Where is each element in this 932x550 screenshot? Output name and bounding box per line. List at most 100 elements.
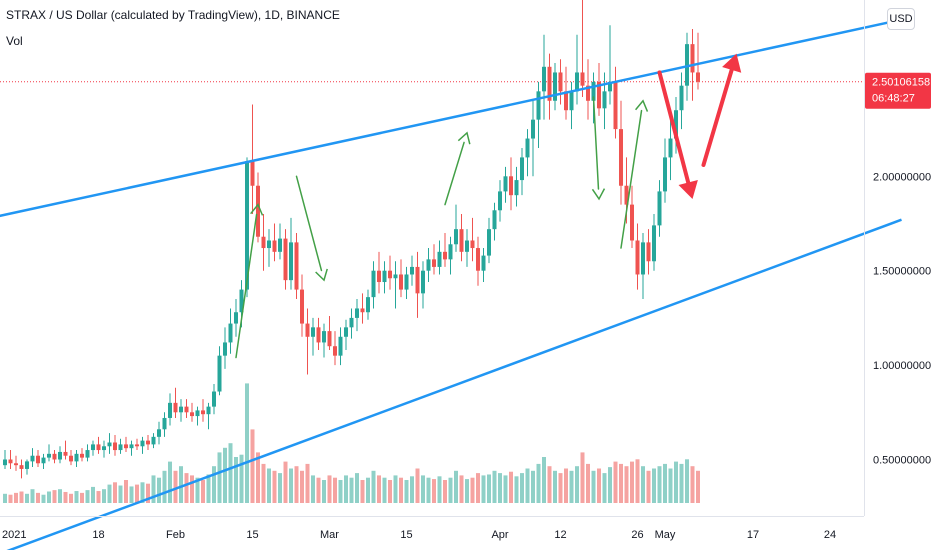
candle-body: [674, 110, 678, 139]
volume-bar: [19, 491, 24, 503]
symbol-title: STRAX / US Dollar (calculated by Trading…: [6, 8, 340, 22]
volume-bar: [382, 477, 387, 503]
volume-bar: [289, 468, 293, 503]
volume-bar: [641, 466, 645, 503]
candle-body: [569, 91, 574, 111]
volume-bar: [503, 475, 508, 503]
volume-bar: [415, 468, 420, 503]
volume-bar: [96, 491, 101, 503]
volume-bar: [657, 466, 662, 503]
x-tick-label: 15: [400, 529, 412, 541]
volume-bar: [399, 477, 403, 503]
candle-body: [289, 242, 293, 281]
candle-body: [657, 191, 662, 226]
candle-body: [294, 242, 299, 290]
candle-body: [190, 412, 194, 417]
x-tick-label: 26: [631, 529, 643, 541]
volume-bar: [217, 452, 222, 503]
candle-body: [278, 238, 282, 252]
candle-body: [250, 161, 255, 186]
volume-bar: [371, 470, 376, 503]
candle-body: [415, 266, 420, 294]
candle-body: [80, 453, 84, 458]
volume-bar: [234, 457, 238, 503]
volume-bar: [316, 477, 321, 503]
x-tick-label: May: [655, 529, 676, 541]
volume-bar: [410, 476, 414, 503]
candle-body: [690, 44, 695, 73]
candle-body: [476, 248, 480, 271]
candle-body: [679, 85, 684, 111]
candle-body: [228, 323, 233, 343]
volume-bar: [547, 466, 552, 503]
candle-body: [184, 406, 189, 413]
candle-body: [151, 436, 156, 445]
last-price-label: 2.50106158: [872, 77, 930, 89]
candle-body: [564, 91, 568, 111]
candle-body: [96, 444, 101, 451]
volume-bar: [432, 479, 436, 503]
candle-body: [52, 453, 57, 460]
candle-body: [531, 119, 535, 139]
volume-bar: [261, 463, 266, 503]
candle-body: [558, 72, 563, 92]
y-tick-label: 0.50000000: [873, 455, 931, 467]
candle-body: [344, 327, 348, 337]
candle-body: [234, 312, 238, 324]
volume-bar: [404, 480, 409, 503]
candle-body: [162, 417, 167, 430]
volume-bar: [602, 473, 607, 503]
annotation-arrow-head: [722, 53, 742, 73]
candle-body: [663, 157, 667, 192]
volume-bar: [525, 468, 530, 503]
candle-body: [536, 91, 541, 120]
candle-body: [74, 453, 79, 462]
volume-bar: [696, 470, 700, 503]
candle-body: [685, 44, 689, 86]
volume-bar: [267, 468, 271, 503]
volume-bar: [162, 470, 167, 503]
volume-bar: [388, 480, 392, 503]
candle-body: [652, 225, 656, 262]
candle-body: [580, 72, 585, 86]
candle-body: [448, 244, 453, 260]
candle-body: [696, 72, 700, 82]
candle-body: [388, 270, 392, 279]
candle-body: [355, 308, 359, 318]
candle-body: [14, 463, 18, 466]
volume-bar: [349, 477, 354, 503]
volume-label: Vol: [6, 34, 23, 48]
candle-body: [459, 229, 464, 252]
volume-bar: [256, 452, 260, 503]
volume-bar: [102, 489, 106, 503]
candle-body: [36, 455, 40, 464]
candle-body: [212, 391, 216, 407]
currency-button[interactable]: USD: [887, 8, 915, 30]
volume-bar: [498, 473, 502, 503]
candle-body: [146, 440, 150, 445]
candle-body: [377, 270, 381, 283]
volume-bar: [333, 477, 337, 503]
candle-body: [140, 440, 145, 447]
annotation-arrow-shaft: [620, 109, 643, 249]
volume-bar: [179, 466, 183, 503]
candle-body: [102, 446, 106, 451]
candle-body: [272, 240, 277, 252]
volume-bar: [3, 493, 7, 503]
volume-bar: [619, 463, 623, 503]
candle-body: [630, 204, 634, 241]
volume-bar: [201, 480, 205, 503]
candle-body: [91, 444, 95, 451]
volume-bar: [553, 470, 557, 503]
candle-body: [256, 185, 260, 237]
volume-bar: [327, 475, 332, 503]
volume-bar: [421, 475, 425, 503]
x-tick-label: 12: [554, 529, 566, 541]
volume-bar: [652, 468, 656, 503]
volume-bar: [437, 476, 442, 503]
candle-body: [3, 459, 7, 466]
candle-body: [41, 457, 46, 464]
candle-body: [498, 191, 502, 211]
